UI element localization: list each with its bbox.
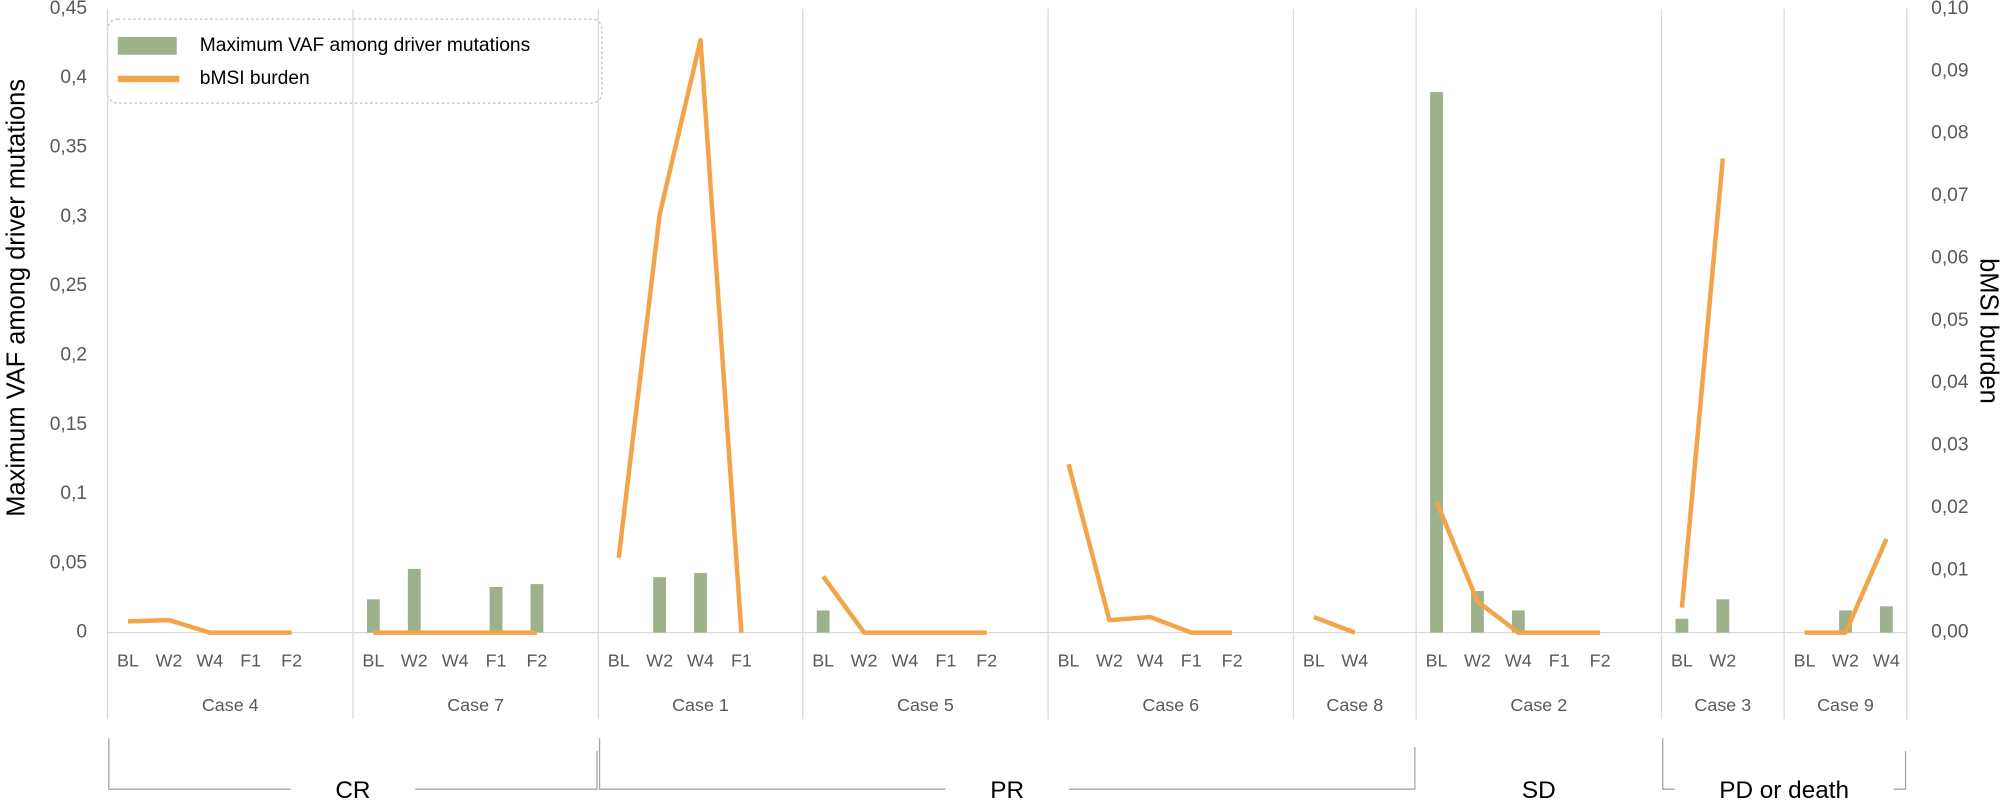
y2-tick-label: 0,00 bbox=[1931, 622, 1968, 643]
case-label: Case 8 bbox=[1326, 695, 1383, 715]
y2-tick-label: 0,05 bbox=[1931, 310, 1968, 331]
x-tick-label: W4 bbox=[1505, 651, 1532, 671]
x-tick-label: BL bbox=[1794, 651, 1816, 671]
x-tick-label: F2 bbox=[281, 651, 302, 671]
x-tick-label: BL bbox=[1303, 651, 1325, 671]
case-label: Case 6 bbox=[1142, 695, 1199, 715]
bar bbox=[816, 610, 830, 633]
x-tick-label: W4 bbox=[1137, 651, 1164, 671]
bar bbox=[366, 599, 380, 633]
bar bbox=[489, 586, 503, 633]
x-tick-label: W2 bbox=[1709, 651, 1736, 671]
y2-axis-title: bMSI burden bbox=[1975, 258, 2003, 404]
legend-label: bMSI burden bbox=[200, 68, 310, 89]
y2-tick-label: 0,06 bbox=[1931, 247, 1968, 268]
line bbox=[127, 37, 1889, 635]
x-tick-label: W4 bbox=[196, 651, 223, 671]
x-tick-label: W2 bbox=[155, 651, 182, 671]
y-tick-label: 0 bbox=[76, 622, 87, 643]
x-tick-label: BL bbox=[608, 651, 630, 671]
case-label: Case 5 bbox=[897, 695, 954, 715]
y2-tick-label: 0,04 bbox=[1931, 372, 1969, 393]
outcome-label: PD or death bbox=[1719, 777, 1849, 804]
case-label: Case 1 bbox=[672, 695, 729, 715]
y2-tick-label: 0,03 bbox=[1931, 435, 1968, 456]
x-tick-label: W4 bbox=[892, 651, 919, 671]
x-tick-label: F1 bbox=[486, 651, 507, 671]
bar bbox=[407, 568, 421, 633]
y2-tick-label: 0,02 bbox=[1931, 497, 1968, 518]
bar bbox=[1675, 618, 1689, 633]
case-label: Case 3 bbox=[1694, 695, 1751, 715]
y2-tick-label: 0,07 bbox=[1931, 185, 1968, 206]
outcome-label: PR bbox=[990, 777, 1024, 804]
y2-tick-label: 0,08 bbox=[1931, 123, 1968, 144]
x-tick-label: F2 bbox=[1222, 651, 1243, 671]
x-tick-label: F1 bbox=[1181, 651, 1202, 671]
y-tick-label: 0,35 bbox=[50, 137, 87, 158]
bar bbox=[1511, 610, 1525, 633]
x-tick-label: W4 bbox=[442, 651, 469, 671]
x-tick-label: W2 bbox=[1464, 651, 1491, 671]
case-label: Case 9 bbox=[1817, 695, 1874, 715]
x-tick-label: W4 bbox=[1873, 651, 1900, 671]
x-tick-label: F2 bbox=[976, 651, 997, 671]
bar bbox=[653, 577, 667, 633]
outcome-label: CR bbox=[335, 777, 370, 804]
x-tick-label: F2 bbox=[1590, 651, 1611, 671]
x-tick-label: F1 bbox=[1549, 651, 1570, 671]
x-tick-label: BL bbox=[362, 651, 384, 671]
bar bbox=[1716, 599, 1730, 633]
legend-box bbox=[106, 18, 603, 104]
y-tick-label: 0,4 bbox=[60, 67, 87, 88]
legend-swatch bbox=[117, 36, 177, 55]
outcome-bracket bbox=[598, 738, 1416, 790]
bar bbox=[1879, 606, 1893, 633]
x-tick-label: BL bbox=[117, 651, 139, 671]
case-label: Case 2 bbox=[1510, 695, 1567, 715]
outcome-bracket bbox=[108, 738, 598, 790]
x-tick-label: BL bbox=[1426, 651, 1448, 671]
bar bbox=[694, 573, 707, 633]
x-tick-label: BL bbox=[1058, 651, 1080, 671]
x-tick-label: W2 bbox=[646, 651, 673, 671]
x-tick-label: W2 bbox=[1832, 651, 1859, 671]
outcome-label: SD bbox=[1522, 777, 1556, 804]
bar bbox=[530, 584, 544, 633]
y-tick-label: 0,1 bbox=[60, 483, 87, 504]
x-tick-label: W2 bbox=[851, 651, 878, 671]
case-label: Case 7 bbox=[447, 695, 504, 715]
y2-tick-label: 0,09 bbox=[1931, 60, 1968, 81]
x-tick-label: W4 bbox=[687, 651, 714, 671]
x-tick-label: BL bbox=[1671, 651, 1693, 671]
y-tick-label: 0,45 bbox=[50, 0, 87, 19]
y-tick-label: 0,2 bbox=[60, 345, 87, 366]
y-tick-label: 0,3 bbox=[60, 206, 87, 227]
y-tick-label: 0,05 bbox=[50, 552, 87, 573]
y2-tick-label: 0,10 bbox=[1931, 0, 1968, 19]
x-tick-label: F1 bbox=[240, 651, 261, 671]
x-tick-label: BL bbox=[812, 651, 834, 671]
x-tick-label: F1 bbox=[731, 651, 752, 671]
bar bbox=[1430, 92, 1443, 633]
case-label: Case 4 bbox=[202, 695, 259, 715]
y-tick-label: 0,25 bbox=[50, 275, 87, 296]
y-tick-label: 0,15 bbox=[50, 414, 87, 435]
x-tick-label: W2 bbox=[401, 651, 428, 671]
x-tick-label: F1 bbox=[935, 651, 956, 671]
legend-label: Maximum VAF among driver mutations bbox=[200, 35, 530, 56]
outcome-bracket bbox=[1662, 738, 1907, 790]
y2-tick-label: 0,01 bbox=[1931, 559, 1968, 580]
y-axis-title: Maximum VAF among driver mutations bbox=[3, 79, 31, 517]
x-tick-label: W4 bbox=[1341, 651, 1368, 671]
x-tick-label: W2 bbox=[1096, 651, 1123, 671]
x-tick-label: F2 bbox=[526, 651, 547, 671]
